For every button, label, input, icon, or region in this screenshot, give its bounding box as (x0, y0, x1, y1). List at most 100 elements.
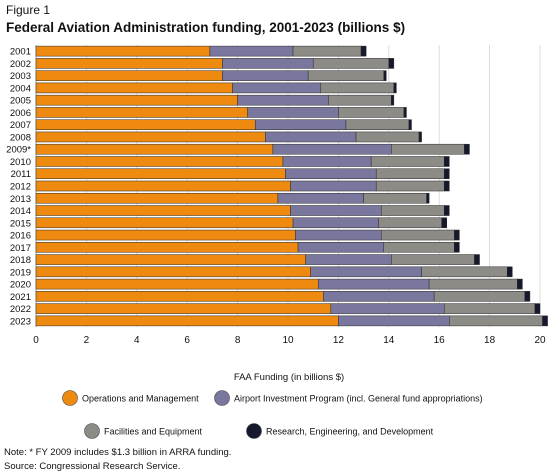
bar-segment-2002-s3 (388, 58, 395, 69)
category-label: 2015 (10, 218, 31, 229)
bar-segment-2014-s3 (443, 205, 450, 216)
bar-segment-2022-s3 (534, 303, 541, 314)
bar-segment-2008-s1 (265, 131, 357, 143)
category-label: 2008 (10, 132, 31, 143)
bar-segment-2002-s2 (312, 58, 390, 69)
x-tick-label: 12 (333, 335, 345, 346)
bar-segment-2004-s3 (393, 82, 397, 94)
category-label: 2011 (11, 169, 31, 180)
bar-segment-2013-s1 (277, 192, 364, 204)
bar-segment-2006-s2 (338, 107, 405, 118)
bar-segment-2011-s2 (375, 168, 445, 180)
bar-segment-2009-s0 (35, 143, 274, 155)
bar-segment-2003-s0 (35, 70, 223, 81)
bar-segment-2017-s3 (454, 242, 460, 253)
bar-segment-2009-s3 (464, 143, 470, 155)
bar-segment-2001-s0 (35, 45, 211, 57)
category-label: 2004 (10, 83, 31, 94)
bar-segment-2010-s3 (443, 156, 450, 167)
bar-segment-2011-s1 (285, 168, 377, 180)
bar-segment-2014-s1 (290, 205, 382, 216)
category-label: 2006 (10, 108, 31, 119)
bar-segment-2003-s2 (307, 70, 385, 81)
bar-segment-2008-s2 (355, 131, 420, 143)
bar-segment-2007-s0 (35, 119, 256, 130)
bar-segment-2021-s3 (524, 291, 531, 302)
bar-segment-2013-s2 (363, 192, 427, 204)
bar-segment-2013-s3 (426, 192, 430, 204)
bar-segment-2018-s1 (305, 254, 392, 265)
footnote: Note: * FY 2009 includes $1.3 billion in… (4, 447, 232, 458)
bar-segment-2005-s3 (391, 94, 395, 106)
bar-segment-2016-s0 (35, 229, 296, 241)
bar-segment-2023-s3 (542, 315, 548, 327)
bar-segment-2018-s0 (35, 254, 306, 265)
bar-segment-2017-s0 (35, 242, 299, 253)
bar-segment-2006-s0 (35, 107, 248, 118)
bar-segment-2023-s1 (338, 315, 450, 327)
x-tick-label: 20 (534, 335, 546, 346)
bar-segment-2019-s0 (35, 266, 311, 278)
bar-segment-2004-s0 (35, 82, 233, 94)
bar-segment-2011-s0 (35, 168, 286, 180)
bar-segment-2018-s3 (474, 254, 480, 265)
bar-segment-2003-s3 (383, 70, 387, 81)
bar-segment-2007-s2 (345, 119, 410, 130)
bar-segment-2021-s1 (323, 291, 435, 302)
category-label: 2019 (10, 267, 31, 278)
legend: Operations and Management Airport Investm… (62, 390, 483, 439)
category-label: 2018 (10, 255, 31, 266)
source-note: Source: Congressional Research Service. (4, 461, 181, 472)
bar-segment-2001-s1 (209, 45, 294, 57)
bar-segment-2005-s0 (35, 94, 238, 106)
bar-segment-2016-s3 (454, 229, 460, 241)
bar-segment-2014-s0 (35, 205, 291, 216)
bar-segment-2012-s3 (443, 180, 450, 192)
bar-segment-2022-s0 (35, 303, 332, 314)
bar-segment-2007-s1 (254, 119, 347, 130)
category-label: 2020 (10, 280, 31, 291)
category-label: 2012 (10, 182, 31, 193)
x-tick-label: 0 (33, 335, 39, 346)
bars (35, 45, 548, 327)
legend-label: Facilities and Equipment (104, 427, 203, 437)
bar-segment-2018-s2 (391, 254, 475, 265)
bar-segment-2009-s2 (391, 143, 465, 155)
bar-segment-2017-s2 (383, 242, 455, 253)
legend-label: Airport Investment Program (incl. Genera… (234, 394, 483, 404)
bar-segment-2022-s1 (330, 303, 445, 314)
bar-segment-2003-s1 (222, 70, 309, 81)
category-label: 2010 (10, 157, 31, 168)
bar-segment-2014-s2 (380, 205, 445, 216)
x-tick-label: 18 (484, 335, 496, 346)
category-label: 2022 (10, 304, 31, 315)
bar-segment-2006-s1 (247, 107, 339, 118)
bar-segment-2006-s3 (403, 107, 407, 118)
figure-label: Figure 1 (6, 3, 51, 17)
x-tick-label: 2 (84, 335, 90, 346)
bar-segment-2015-s1 (292, 217, 379, 229)
legend-label: Research, Engineering, and Development (266, 427, 434, 437)
bar-segment-2004-s2 (320, 82, 395, 94)
x-tick-label: 16 (434, 335, 446, 346)
category-label: 2009* (6, 145, 31, 156)
bar-segment-2015-s0 (35, 217, 294, 229)
category-label: 2014 (10, 206, 31, 217)
bar-segment-2011-s3 (443, 168, 450, 180)
bar-segment-2015-s2 (378, 217, 442, 229)
bar-segment-2016-s1 (295, 229, 382, 241)
category-labels: 200120022003200420052006200720082009*201… (6, 47, 31, 328)
bar-segment-2002-s0 (35, 58, 223, 69)
x-tick-label: 6 (184, 335, 190, 346)
bar-segment-2007-s3 (408, 119, 412, 130)
bar-segment-2010-s2 (370, 156, 445, 167)
category-label: 2003 (10, 71, 31, 82)
bar-segment-2019-s1 (310, 266, 422, 278)
bar-segment-2016-s2 (380, 229, 455, 241)
bar-segment-2008-s3 (418, 131, 422, 143)
category-label: 2002 (10, 59, 31, 70)
x-tick-label: 10 (282, 335, 294, 346)
legend-label: Operations and Management (82, 394, 199, 404)
category-label: 2016 (10, 231, 31, 242)
